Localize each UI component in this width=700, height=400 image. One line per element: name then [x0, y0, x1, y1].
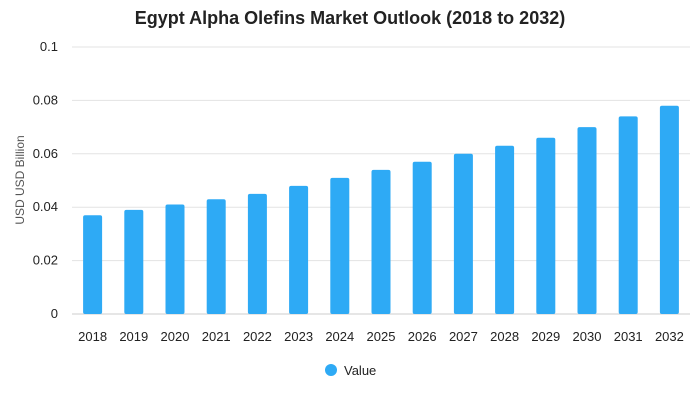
- x-tick-label: 2020: [161, 329, 190, 344]
- x-tick-label: 2031: [614, 329, 643, 344]
- y-tick-label: 0.04: [33, 199, 58, 214]
- x-axis-ticks: 2018 2019 2020 2021 2022 2023 2024 2025 2026 2027…: [78, 329, 684, 344]
- x-tick-label: 2022: [243, 329, 272, 344]
- bar-2026[interactable]: [412, 161, 432, 314]
- y-axis-ticks: 0 0.02 0.04 0.06 0.08 0.1: [33, 39, 58, 321]
- x-tick-label: 2026: [408, 329, 437, 344]
- bar-2023[interactable]: [289, 185, 309, 314]
- bar-2028[interactable]: [495, 145, 515, 314]
- y-tick-label: 0.02: [33, 253, 58, 268]
- y-axis-label: USD USD Billion: [13, 135, 27, 224]
- bar-2029[interactable]: [536, 137, 556, 314]
- bar-2024[interactable]: [330, 177, 350, 314]
- bar-2031[interactable]: [618, 116, 638, 314]
- legend-label: Value: [344, 363, 376, 378]
- x-tick-label: 2028: [490, 329, 519, 344]
- x-tick-label: 2025: [367, 329, 396, 344]
- bar-2018[interactable]: [83, 215, 103, 314]
- x-tick-label: 2024: [325, 329, 354, 344]
- bar-2022[interactable]: [247, 193, 267, 314]
- legend-marker: [325, 364, 337, 376]
- x-tick-label: 2018: [78, 329, 107, 344]
- bar-2019[interactable]: [124, 209, 144, 314]
- y-tick-label: 0.08: [33, 92, 58, 107]
- bar-2025[interactable]: [371, 169, 391, 314]
- bar-2027[interactable]: [453, 153, 473, 314]
- y-tick-label: 0.1: [40, 39, 58, 54]
- bar-2030[interactable]: [577, 127, 597, 314]
- x-tick-label: 2023: [284, 329, 313, 344]
- x-tick-label: 2032: [655, 329, 684, 344]
- x-tick-label: 2019: [119, 329, 148, 344]
- y-tick-label: 0: [51, 306, 58, 321]
- legend[interactable]: Value: [325, 363, 376, 378]
- chart-title: Egypt Alpha Olefins Market Outlook (2018…: [135, 8, 565, 28]
- x-tick-label: 2030: [573, 329, 602, 344]
- bar-2021[interactable]: [206, 199, 226, 314]
- bar-2032[interactable]: [659, 105, 679, 315]
- bar-2020[interactable]: [165, 204, 185, 314]
- x-tick-label: 2021: [202, 329, 231, 344]
- y-tick-label: 0.06: [33, 146, 58, 161]
- x-tick-label: 2027: [449, 329, 478, 344]
- x-tick-label: 2029: [531, 329, 560, 344]
- bars: [83, 105, 679, 315]
